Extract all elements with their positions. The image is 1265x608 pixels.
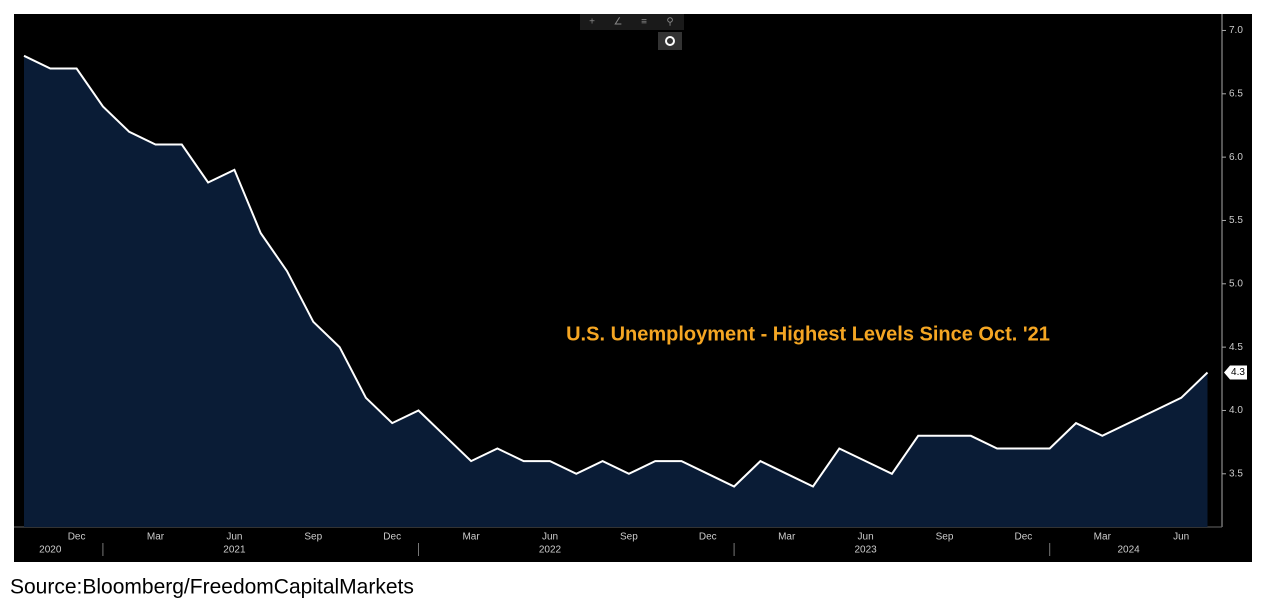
x-tick-label: Jun [1173,532,1189,543]
x-tick-label: Dec [1015,532,1033,543]
year-label: 2021 [223,545,246,556]
x-tick-label: Jun [542,532,558,543]
toolbar: + ∠ ≡ ⚲ [580,14,684,50]
tool-icon[interactable]: ⚲ [666,17,673,28]
x-tick-label: Mar [147,532,165,543]
x-tick-label: Dec [383,532,401,543]
line [23,54,1209,488]
last-value-tag [1224,365,1247,380]
y-tick-label: 7.0 [1229,25,1243,36]
x-tick-label: Dec [699,532,717,543]
y-tick-label: 6.5 [1229,88,1243,99]
year-label: 2022 [539,545,562,556]
settings-button[interactable] [658,32,682,50]
source: Source:Bloomberg/FreedomCapitalMarkets [10,576,414,599]
settings-icon [665,36,675,46]
y-tick-label: 3.5 [1229,468,1243,479]
x-tick-label: Mar [778,532,796,543]
year-label: 2020 [39,545,62,556]
y-tick-label: 5.5 [1229,215,1243,226]
x-tick-label: Dec [68,532,86,543]
y-tick-label: 6.0 [1229,152,1243,163]
tool-icon[interactable]: ≡ [641,17,647,28]
annotation: U.S. Unemployment - Highest Levels Since… [566,323,1050,345]
x-tick-label: Jun [226,532,242,543]
tool-icon[interactable]: ∠ [614,17,623,28]
x-tick-label: Sep [620,532,638,543]
x-tick-label: Mar [1094,532,1112,543]
year-label: 2024 [1117,545,1140,556]
x-tick-label: Sep [304,532,322,543]
x-tick-label: Jun [858,532,874,543]
year-label: 2023 [854,545,877,556]
last-value-label: 4.3 [1231,367,1245,378]
x-tick-label: Mar [462,532,480,543]
toolbar-bg [580,14,684,30]
y-tick-label: 4.0 [1229,405,1243,416]
x-tick-label: Sep [936,532,954,543]
tool-icon[interactable]: + [589,17,595,28]
y-tick-label: 5.0 [1229,278,1243,289]
area [24,55,1208,528]
y-tick-label: 4.5 [1229,342,1243,353]
